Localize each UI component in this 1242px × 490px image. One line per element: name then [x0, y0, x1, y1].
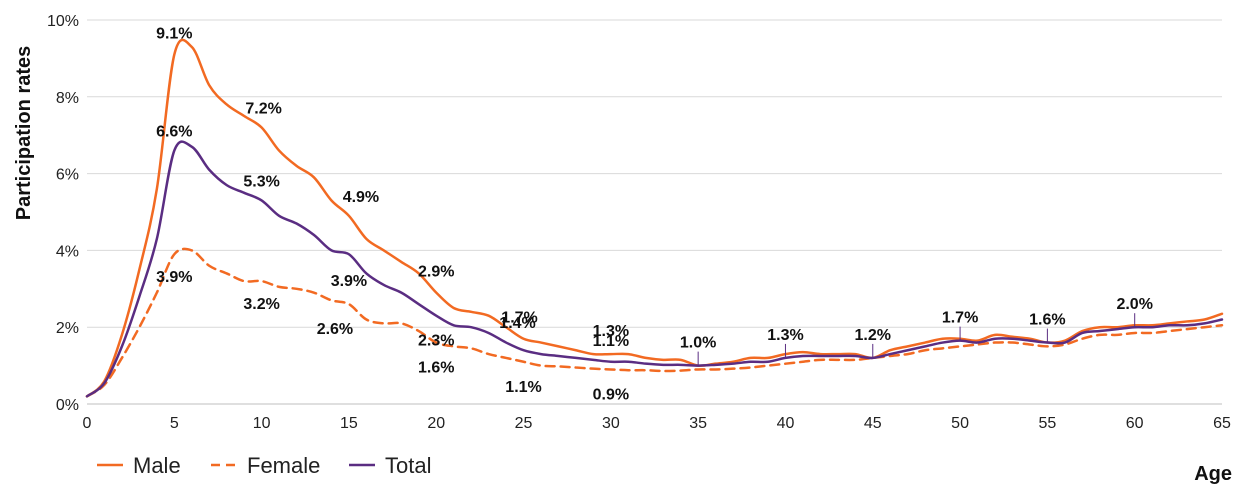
series-line-male [85, 38, 1224, 398]
y-axis-title: Participation rates [13, 46, 35, 221]
data-label: 0.9% [593, 386, 629, 403]
data-label: 3.9% [331, 273, 367, 290]
x-tick-label: 55 [1038, 415, 1056, 432]
x-tick-label: 45 [864, 415, 882, 432]
data-label: 1.6% [418, 360, 454, 377]
data-label: 2.9% [418, 264, 454, 281]
x-tick-label: 30 [602, 415, 620, 432]
data-label: 2.3% [418, 333, 454, 350]
axes: 0% 2% 4% 6% 8% 10% 0 5 10 15 20 25 30 35 40 45 50 55 60 65 [47, 13, 1231, 432]
y-tick-label: 2% [56, 320, 79, 337]
data-label: 9.1% [156, 26, 192, 43]
legend-label-female: Female [247, 453, 320, 478]
series-line-total [85, 140, 1224, 398]
legend-label-total: Total [385, 453, 431, 478]
x-tick-label: 35 [689, 415, 707, 432]
legend: Male Female Total [97, 453, 431, 478]
legend-label-male: Male [133, 453, 181, 478]
series-lines [85, 38, 1224, 398]
data-label: 1.7% [942, 310, 978, 327]
y-tick-label: 10% [47, 13, 79, 30]
x-tick-label: 5 [170, 415, 179, 432]
x-tick-label: 0 [83, 415, 92, 432]
x-tick-label: 15 [340, 415, 358, 432]
data-label: 1.0% [680, 335, 716, 352]
data-label: 5.3% [243, 173, 279, 190]
data-label: 2.6% [317, 321, 353, 338]
data-label: 1.6% [1029, 312, 1065, 329]
x-tick-label: 65 [1213, 415, 1231, 432]
x-tick-label: 20 [427, 415, 445, 432]
y-tick-label: 0% [56, 397, 79, 414]
data-label: 4.9% [343, 189, 379, 206]
y-tick-label: 4% [56, 243, 79, 260]
data-label: 7.2% [245, 101, 281, 118]
data-labels: 9.1% 7.2% 4.9% 2.9% 1.7% 1.3% 6.6% 5.3% 3.9% 2.3%… [156, 26, 1153, 404]
x-tick-label: 10 [253, 415, 271, 432]
data-label: 1.1% [593, 333, 629, 350]
data-label: 1.4% [499, 315, 535, 332]
y-tick-label: 6% [56, 167, 79, 184]
series-line-female [85, 247, 1224, 398]
x-tick-label: 60 [1126, 415, 1144, 432]
data-label: 1.7% [501, 310, 537, 327]
x-tick-label: 25 [515, 415, 533, 432]
data-label: 3.9% [156, 269, 192, 286]
data-label: 1.2% [855, 327, 891, 344]
data-label: 1.3% [593, 323, 629, 340]
x-axis-title: Age [1194, 463, 1232, 485]
x-tick-label: 40 [777, 415, 795, 432]
data-label: 2.0% [1116, 296, 1152, 313]
data-label: 3.2% [243, 296, 279, 313]
x-tick-label: 50 [951, 415, 969, 432]
y-tick-label: 8% [56, 90, 79, 107]
data-label: 6.6% [156, 124, 192, 141]
gridlines [87, 19, 1222, 328]
data-label: 1.1% [505, 379, 541, 396]
data-label: 1.3% [767, 327, 803, 344]
